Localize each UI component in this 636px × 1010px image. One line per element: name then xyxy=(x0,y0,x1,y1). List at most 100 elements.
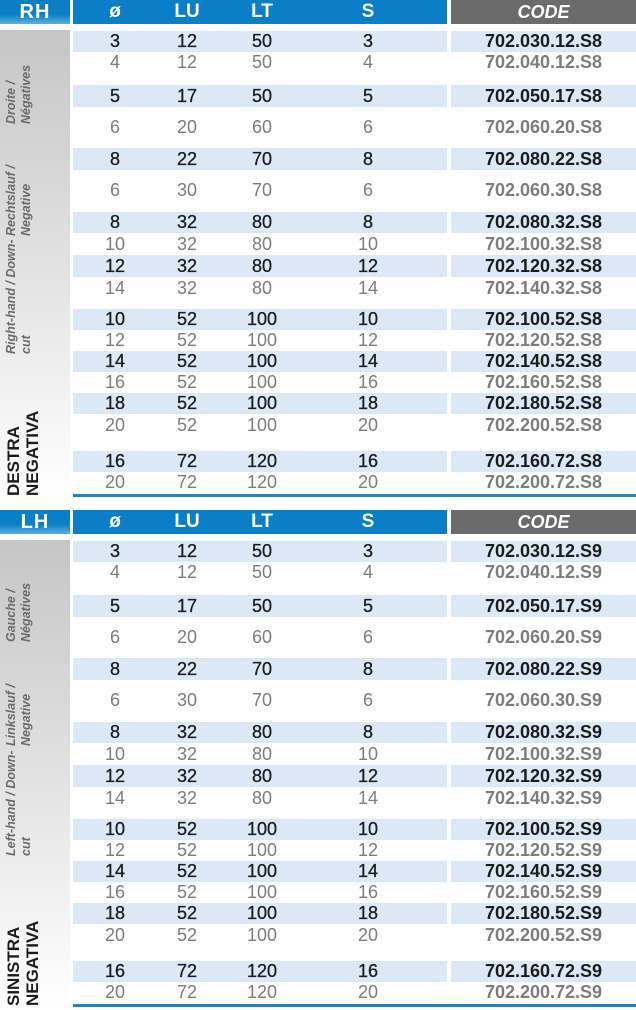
cell-s: 18 xyxy=(357,393,379,413)
cell-d: 8 xyxy=(109,212,120,232)
cell-d: 8 xyxy=(109,148,120,169)
column-header-lt: LT xyxy=(251,1,273,22)
row-band xyxy=(73,722,447,743)
row-band xyxy=(451,722,636,743)
cell-lu: 20 xyxy=(176,116,198,137)
cell-s: 20 xyxy=(357,414,379,435)
cell-code: 702.030.12.S8 xyxy=(484,31,603,51)
cell-lu: 52 xyxy=(176,819,198,839)
cell-d: 12 xyxy=(104,255,126,276)
table-row: 4 12 50 4 702.040.12.S9 xyxy=(73,562,636,583)
cell-lt: 100 xyxy=(246,819,278,839)
row-band xyxy=(451,85,636,107)
cell-lu: 12 xyxy=(176,562,198,582)
row-band xyxy=(451,903,636,924)
cell-lu: 52 xyxy=(176,882,198,902)
cell-lu: 17 xyxy=(176,595,198,616)
cell-code: 702.080.32.S9 xyxy=(484,722,603,742)
table-row: 10 52 100 10 702.100.52.S8 xyxy=(73,309,636,330)
cell-code: 702.040.12.S9 xyxy=(484,562,603,582)
cell-d: 16 xyxy=(104,372,126,392)
cell-lt: 80 xyxy=(251,233,273,254)
cell-lu: 32 xyxy=(176,743,198,764)
row-band xyxy=(73,903,447,924)
cell-d: 16 xyxy=(104,451,126,471)
cell-code: 702.060.30.S8 xyxy=(484,180,603,200)
cell-lt: 80 xyxy=(251,255,273,276)
cell-code: 702.180.52.S9 xyxy=(484,903,603,923)
cell-s: 3 xyxy=(362,31,373,51)
cell-d: 6 xyxy=(109,180,120,200)
section-title: DESTRA NEGATIVA xyxy=(4,410,42,496)
row-band xyxy=(451,861,636,882)
column-header-code: CODE xyxy=(451,510,636,534)
cell-s: 20 xyxy=(357,924,379,945)
table-row: 8 22 70 8 702.080.22.S9 xyxy=(73,658,636,680)
cell-lt: 60 xyxy=(251,116,273,137)
cell-d: 18 xyxy=(104,903,126,923)
table-row: 6 30 70 6 702.060.30.S9 xyxy=(73,681,636,720)
cell-d: 14 xyxy=(104,351,126,371)
cell-s: 16 xyxy=(357,372,379,392)
cell-lt: 100 xyxy=(246,414,278,435)
table-row: 20 52 100 20 702.200.52.S8 xyxy=(73,414,636,436)
cell-d: 5 xyxy=(109,85,120,106)
table-row: 10 32 80 10 702.100.32.S8 xyxy=(73,233,636,255)
table-row: 6 30 70 6 702.060.30.S8 xyxy=(73,171,636,210)
cell-code: 702.030.12.S9 xyxy=(484,541,603,561)
cell-d: 6 xyxy=(109,116,120,137)
table-row: 18 52 100 18 702.180.52.S8 xyxy=(73,393,636,414)
row-band xyxy=(73,861,447,882)
cell-lt: 100 xyxy=(246,924,278,945)
cell-lu: 22 xyxy=(176,658,198,679)
cell-s: 8 xyxy=(362,722,373,742)
cell-d: 10 xyxy=(104,233,126,254)
section-subtitle: Gauche / Négatives xyxy=(4,583,33,643)
cell-lt: 80 xyxy=(251,743,273,764)
cell-lt: 50 xyxy=(251,52,273,72)
row-band xyxy=(73,31,447,52)
cell-code: 702.060.20.S9 xyxy=(484,626,603,647)
cell-code: 702.060.30.S9 xyxy=(484,690,603,710)
cell-lu: 32 xyxy=(176,255,198,276)
cell-d: 6 xyxy=(109,690,120,710)
cell-lt: 120 xyxy=(246,982,278,1002)
table-row: 10 52 100 10 702.100.52.S9 xyxy=(73,819,636,840)
row-band xyxy=(451,819,636,840)
cell-d: 10 xyxy=(104,743,126,764)
cell-s: 10 xyxy=(357,743,379,764)
cell-lt: 70 xyxy=(251,148,273,169)
section-header-label: LH xyxy=(0,510,70,534)
cell-d: 12 xyxy=(104,765,126,786)
row-band xyxy=(73,393,447,414)
row-band xyxy=(73,658,447,680)
table-row: 14 32 80 14 702.140.32.S8 xyxy=(73,277,636,299)
cell-s: 6 xyxy=(362,180,373,200)
cell-code: 702.160.72.S9 xyxy=(484,961,603,981)
cell-lt: 100 xyxy=(246,393,278,413)
cell-lu: 17 xyxy=(176,85,198,106)
column-header-bar xyxy=(73,510,447,534)
row-band xyxy=(73,451,447,472)
row-band xyxy=(73,351,447,372)
cell-s: 14 xyxy=(357,351,379,371)
cell-s: 20 xyxy=(357,982,379,1002)
cell-lu: 12 xyxy=(176,541,198,561)
cell-s: 8 xyxy=(362,212,373,232)
section-title: SINISTRA NEGATIVA xyxy=(4,920,42,1006)
cell-code: 702.200.72.S9 xyxy=(484,982,603,1002)
cell-lu: 52 xyxy=(176,903,198,923)
table-row: 20 72 120 20 702.200.72.S8 xyxy=(73,472,636,493)
cell-s: 8 xyxy=(362,148,373,169)
cell-lu: 52 xyxy=(176,924,198,945)
cell-s: 12 xyxy=(357,840,379,860)
table-row: 5 17 50 5 702.050.17.S8 xyxy=(73,85,636,107)
table-row: 14 52 100 14 702.140.52.S8 xyxy=(73,351,636,372)
table-row: 5 17 50 5 702.050.17.S9 xyxy=(73,595,636,617)
table-row: 12 52 100 12 702.120.52.S8 xyxy=(73,330,636,351)
cell-code: 702.100.32.S8 xyxy=(484,233,603,254)
row-band xyxy=(73,961,447,982)
table-row: 8 32 80 8 702.080.32.S9 xyxy=(73,722,636,743)
cell-lt: 50 xyxy=(251,541,273,561)
cell-code: 702.050.17.S8 xyxy=(484,85,603,106)
